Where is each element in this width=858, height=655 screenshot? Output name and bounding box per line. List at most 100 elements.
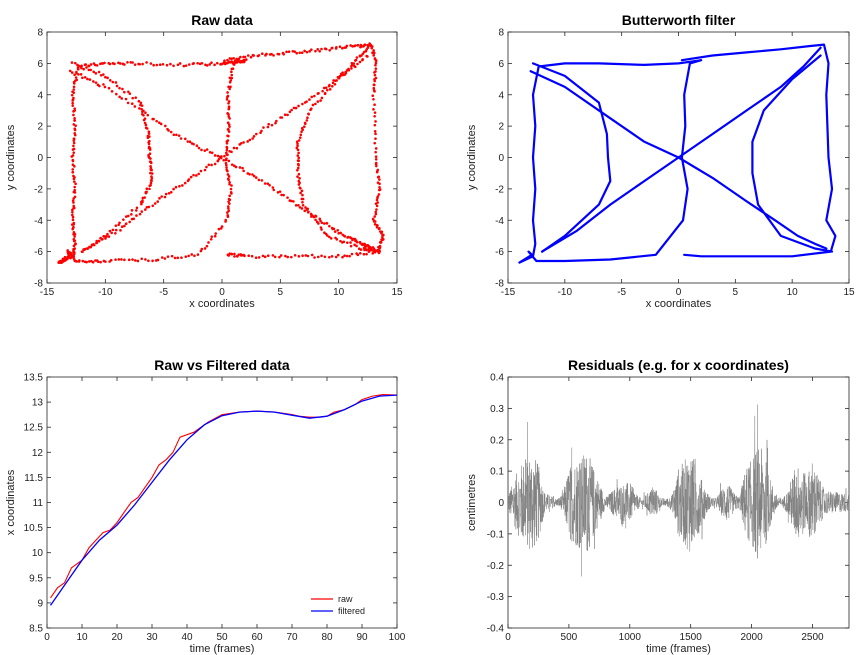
data-point — [227, 113, 230, 116]
data-point — [205, 148, 209, 151]
data-point — [335, 79, 338, 82]
data-point — [196, 61, 199, 65]
data-point — [257, 178, 261, 182]
data-point — [232, 63, 236, 66]
data-point — [286, 196, 289, 199]
data-point — [343, 235, 347, 238]
data-point — [295, 51, 299, 55]
data-point — [87, 64, 91, 68]
data-point — [72, 258, 76, 261]
data-point — [318, 217, 322, 221]
data-point — [337, 76, 341, 80]
data-point — [217, 227, 221, 231]
data-point — [84, 63, 88, 66]
data-point — [278, 255, 281, 259]
data-point — [225, 166, 228, 169]
data-point — [149, 179, 153, 182]
x-tick-label: -15 — [501, 287, 516, 298]
data-point — [213, 162, 217, 166]
y-tick-label: -0.1 — [487, 529, 505, 540]
data-point — [114, 258, 117, 261]
data-point — [297, 163, 300, 167]
data-point — [197, 172, 201, 176]
data-point — [322, 222, 326, 225]
data-point — [313, 256, 316, 259]
data-point — [372, 54, 375, 57]
x-tick-label: -10 — [558, 287, 573, 298]
data-point — [230, 73, 234, 77]
data-point — [145, 61, 148, 64]
data-point — [239, 253, 243, 256]
data-point — [297, 139, 301, 142]
data-point — [137, 99, 141, 103]
data-point — [330, 85, 334, 88]
data-point — [127, 90, 130, 94]
data-point — [235, 146, 239, 150]
data-point — [308, 98, 311, 101]
x-tick-label: 10 — [333, 287, 345, 298]
data-point — [92, 70, 96, 74]
data-point — [151, 204, 155, 208]
data-point — [208, 150, 212, 154]
chart-2: Raw vs Filtered data time (frames) x coord… — [5, 357, 406, 655]
data-point — [332, 227, 336, 231]
data-point — [379, 241, 382, 244]
data-point — [298, 177, 301, 180]
legend-label-filtered: filtered — [338, 606, 365, 616]
filtered-trajectory-line — [680, 43, 837, 258]
data-point — [121, 87, 124, 91]
data-point — [72, 137, 76, 140]
data-point — [145, 206, 149, 209]
data-point — [99, 73, 103, 77]
data-point — [226, 153, 229, 157]
data-point — [261, 254, 265, 258]
data-point — [341, 71, 344, 75]
data-point — [215, 61, 219, 65]
data-point — [230, 67, 234, 71]
data-point — [131, 258, 134, 261]
data-point — [140, 257, 144, 261]
data-point — [374, 61, 378, 65]
data-point — [278, 190, 282, 193]
data-point — [111, 228, 115, 232]
data-point — [230, 163, 234, 166]
data-point — [158, 197, 161, 200]
data-point — [113, 62, 116, 66]
data-point — [72, 113, 75, 117]
data-point — [238, 166, 242, 169]
data-point — [149, 168, 153, 172]
data-point — [312, 215, 316, 219]
data-point — [75, 70, 78, 74]
data-point — [320, 221, 324, 225]
data-point — [209, 237, 213, 241]
data-point — [228, 202, 231, 205]
data-point — [150, 172, 154, 175]
data-point — [310, 48, 313, 51]
data-point — [223, 154, 226, 158]
data-point — [296, 154, 300, 157]
data-point — [176, 63, 180, 67]
data-point — [296, 148, 300, 152]
data-point — [200, 247, 204, 251]
data-point — [359, 43, 363, 47]
data-point — [71, 199, 75, 202]
data-point — [305, 119, 309, 122]
data-point — [72, 174, 75, 178]
data-point — [358, 60, 362, 64]
data-point — [295, 146, 299, 150]
data-point — [72, 206, 76, 210]
data-point — [280, 193, 283, 197]
data-point — [374, 210, 378, 214]
data-point — [104, 75, 107, 79]
plot-area — [518, 43, 837, 264]
y-tick-label: 6 — [498, 59, 504, 70]
y-tick-label: -6 — [34, 247, 43, 258]
data-point — [210, 235, 214, 238]
plot-area — [49, 394, 397, 606]
data-point — [361, 243, 364, 247]
data-point — [250, 254, 254, 258]
data-point — [297, 172, 301, 176]
data-point — [351, 45, 354, 48]
data-point — [222, 158, 225, 162]
data-point — [85, 66, 88, 69]
